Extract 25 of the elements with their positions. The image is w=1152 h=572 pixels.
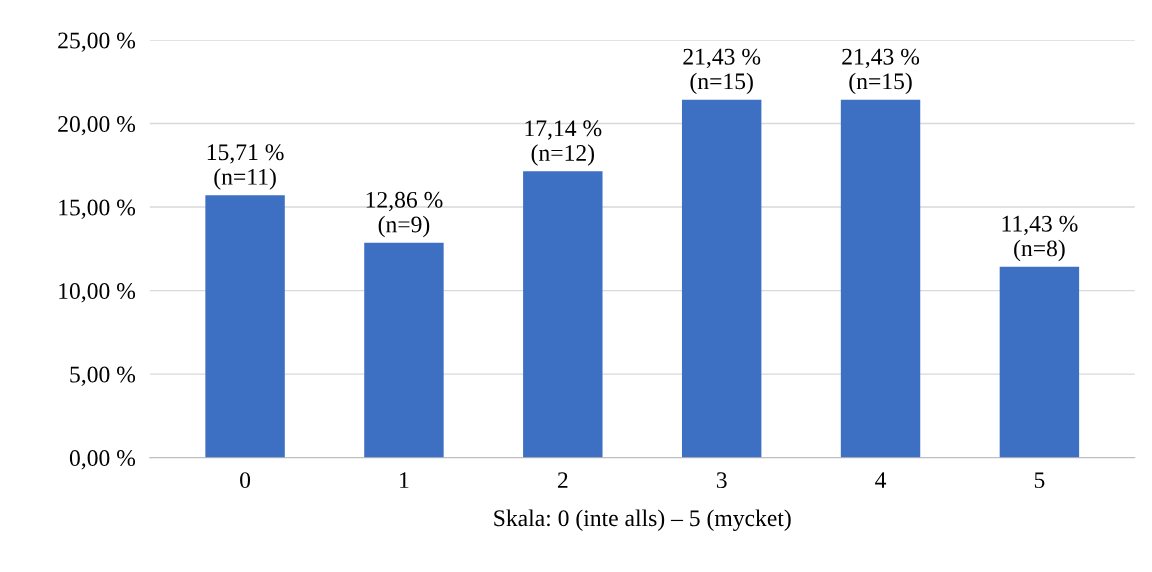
bar	[205, 195, 285, 458]
bar	[840, 99, 921, 458]
y-tick-label: 0,00 %	[69, 450, 136, 470]
x-tick-label: 4	[875, 472, 887, 488]
x-tick-label: 3	[716, 472, 727, 489]
data-label: 12,86 % (n=9)	[366, 191, 443, 238]
bar	[364, 242, 444, 458]
y-tick-label: 5,00 %	[70, 366, 136, 386]
y-tick-label: 15,00 %	[59, 199, 136, 219]
data-label: 15,71 % (n=11)	[207, 144, 284, 190]
x-tick-label: 1	[400, 472, 409, 488]
x-axis-title: Skala: 0 (inte alls) – 5 (mycket)	[494, 509, 791, 532]
x-tick-label: 2	[557, 472, 568, 488]
x-tick-label: 5	[1034, 472, 1045, 489]
data-label: 21,43 % (n=15)	[842, 48, 920, 95]
y-tick-label: 25,00 %	[58, 32, 136, 52]
data-label: 11,43 % (n=8)	[1002, 215, 1078, 262]
bar	[681, 99, 762, 458]
data-label: 21,43 % (n=15)	[683, 48, 761, 95]
data-label: 17,14 % (n=12)	[525, 120, 602, 166]
bar	[999, 266, 1080, 458]
x-tick-label: 0	[240, 472, 251, 489]
y-tick-label: 10,00 %	[59, 283, 136, 303]
y-tick-label: 20,00 %	[58, 116, 136, 136]
bar	[523, 171, 603, 458]
